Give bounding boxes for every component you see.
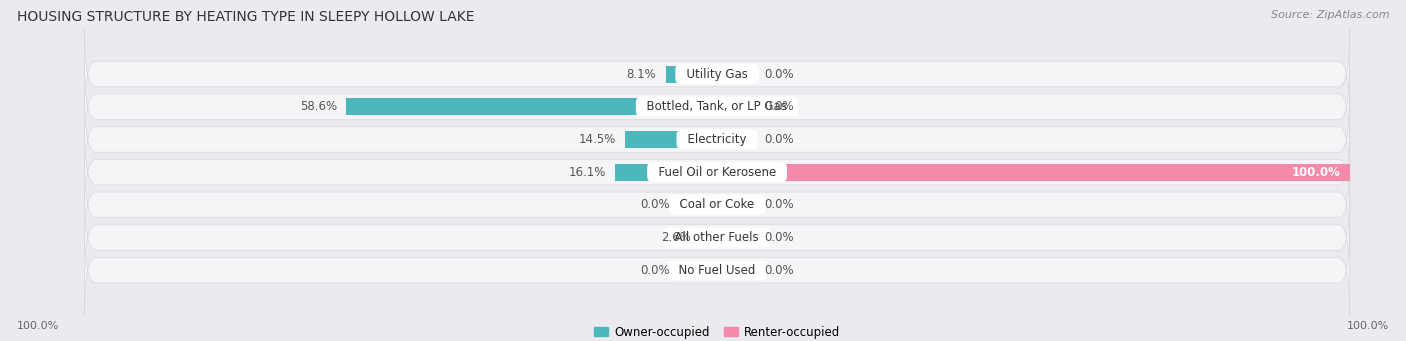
Text: Utility Gas: Utility Gas <box>679 68 755 80</box>
Bar <box>626 131 717 148</box>
Bar <box>346 98 717 115</box>
Text: 16.1%: 16.1% <box>568 166 606 179</box>
FancyBboxPatch shape <box>84 28 1350 120</box>
Bar <box>700 229 717 246</box>
Text: 100.0%: 100.0% <box>1347 321 1389 331</box>
Bar <box>666 65 717 83</box>
Text: 0.0%: 0.0% <box>765 231 794 244</box>
Bar <box>717 262 755 279</box>
Text: Fuel Oil or Kerosene: Fuel Oil or Kerosene <box>651 166 783 179</box>
Bar <box>679 196 717 213</box>
Text: 0.0%: 0.0% <box>640 198 669 211</box>
Bar <box>679 262 717 279</box>
Text: No Fuel Used: No Fuel Used <box>671 264 763 277</box>
Text: 100.0%: 100.0% <box>17 321 59 331</box>
Text: 0.0%: 0.0% <box>640 264 669 277</box>
Bar <box>717 196 755 213</box>
Text: 0.0%: 0.0% <box>765 198 794 211</box>
Bar <box>717 164 1350 181</box>
Text: 58.6%: 58.6% <box>299 100 337 113</box>
Text: 2.6%: 2.6% <box>661 231 692 244</box>
Bar <box>717 98 755 115</box>
FancyBboxPatch shape <box>84 224 1350 316</box>
FancyBboxPatch shape <box>84 191 1350 284</box>
Text: Electricity: Electricity <box>681 133 754 146</box>
FancyBboxPatch shape <box>84 61 1350 153</box>
Bar <box>717 131 755 148</box>
Text: 8.1%: 8.1% <box>627 68 657 80</box>
FancyBboxPatch shape <box>84 126 1350 218</box>
FancyBboxPatch shape <box>84 93 1350 186</box>
Text: Source: ZipAtlas.com: Source: ZipAtlas.com <box>1271 10 1389 20</box>
Text: 0.0%: 0.0% <box>765 133 794 146</box>
Text: All other Fuels: All other Fuels <box>668 231 766 244</box>
FancyBboxPatch shape <box>84 159 1350 251</box>
Text: 0.0%: 0.0% <box>765 100 794 113</box>
Text: HOUSING STRUCTURE BY HEATING TYPE IN SLEEPY HOLLOW LAKE: HOUSING STRUCTURE BY HEATING TYPE IN SLE… <box>17 10 474 24</box>
Text: 0.0%: 0.0% <box>765 264 794 277</box>
Bar <box>717 65 755 83</box>
Text: Coal or Coke: Coal or Coke <box>672 198 762 211</box>
Bar <box>717 229 755 246</box>
Bar <box>616 164 717 181</box>
Legend: Owner-occupied, Renter-occupied: Owner-occupied, Renter-occupied <box>589 321 845 341</box>
Text: Bottled, Tank, or LP Gas: Bottled, Tank, or LP Gas <box>640 100 794 113</box>
Text: 100.0%: 100.0% <box>1291 166 1340 179</box>
Text: 0.0%: 0.0% <box>765 68 794 80</box>
Text: 14.5%: 14.5% <box>579 133 616 146</box>
